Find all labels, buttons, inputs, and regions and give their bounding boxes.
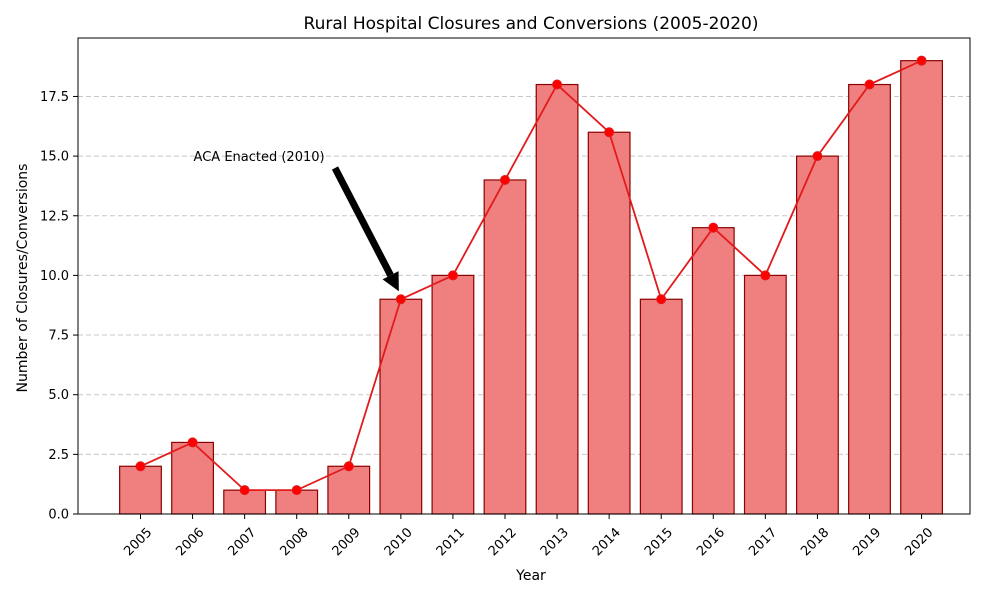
line-point-2011[interactable] — [447, 270, 458, 281]
chart-title: Rural Hospital Closures and Conversions … — [304, 14, 759, 34]
line-point-2017[interactable] — [760, 270, 771, 281]
line-point-2020[interactable] — [916, 55, 927, 66]
x-tick-label: 2007 — [225, 525, 259, 559]
line-layer — [135, 55, 927, 496]
bar-2005[interactable] — [119, 465, 162, 515]
plot-frame — [77, 37, 971, 515]
y-tick-label: 15.0 — [40, 150, 69, 165]
x-tick-label: 2016 — [694, 525, 728, 559]
x-tick-label: 2005 — [121, 525, 155, 559]
x-tick-label: 2017 — [746, 525, 780, 559]
annotation-text: ACA Enacted (2010) — [194, 150, 325, 165]
line-point-2010[interactable] — [395, 294, 406, 305]
bar-2020[interactable] — [900, 60, 944, 515]
x-tick-label: 2014 — [590, 525, 624, 559]
x-tick-label: 2020 — [902, 525, 936, 559]
line-point-2005[interactable] — [135, 461, 146, 472]
line-point-2013[interactable] — [552, 79, 563, 90]
line-point-2016[interactable] — [708, 222, 719, 233]
y-axis-label: Number of Closures/Conversions — [15, 164, 31, 393]
x-tick-label: 2019 — [850, 525, 884, 559]
annotation-layer: ACA Enacted (2010) — [194, 150, 399, 292]
x-tick-label: 2008 — [278, 525, 312, 559]
x-tick-label: 2009 — [330, 525, 364, 559]
bar-2012[interactable] — [483, 179, 527, 515]
bar-2013[interactable] — [535, 83, 579, 515]
bar-2018[interactable] — [795, 155, 839, 515]
y-tick-label: 0.0 — [48, 508, 69, 523]
axes-layer — [77, 37, 971, 515]
line-point-2018[interactable] — [812, 151, 823, 162]
y-tick-label: 5.0 — [48, 388, 69, 403]
grid-layer — [78, 95, 970, 455]
y-tick-label: 12.5 — [40, 209, 69, 224]
trend-line — [140, 59, 922, 492]
bar-2016[interactable] — [691, 227, 735, 515]
annotation-arrow-shaft — [331, 166, 394, 277]
bar-2014[interactable] — [587, 131, 631, 515]
line-point-2019[interactable] — [864, 79, 875, 90]
x-axis-label: Year — [515, 568, 546, 584]
y-tick-label: 7.5 — [48, 329, 69, 344]
bars-layer — [119, 60, 944, 515]
line-point-2007[interactable] — [239, 485, 250, 496]
x-tick-label: 2013 — [538, 525, 572, 559]
line-point-2015[interactable] — [656, 294, 667, 305]
x-tick-label: 2006 — [173, 525, 207, 559]
bar-2011[interactable] — [431, 274, 475, 515]
bar-2006[interactable] — [171, 441, 214, 515]
bar-2017[interactable] — [743, 274, 787, 515]
y-tick-label: 2.5 — [48, 448, 69, 463]
y-tick-label: 10.0 — [40, 269, 69, 284]
x-tick-label: 2015 — [642, 525, 676, 559]
x-tick-label: 2010 — [382, 525, 416, 559]
line-point-2008[interactable] — [291, 485, 302, 496]
x-tick-label: 2011 — [434, 525, 468, 559]
bar-2010[interactable] — [379, 298, 423, 515]
line-point-2014[interactable] — [604, 127, 615, 138]
line-point-2006[interactable] — [187, 437, 198, 448]
annotation-arrow-head — [382, 271, 399, 292]
line-point-2012[interactable] — [499, 174, 510, 185]
bar-2019[interactable] — [848, 83, 891, 515]
y-tick-label: 17.5 — [40, 90, 69, 105]
x-tick-label: 2012 — [486, 525, 520, 559]
line-point-2009[interactable] — [343, 461, 354, 472]
bar-2015[interactable] — [639, 298, 683, 515]
x-tick-label: 2018 — [798, 525, 832, 559]
